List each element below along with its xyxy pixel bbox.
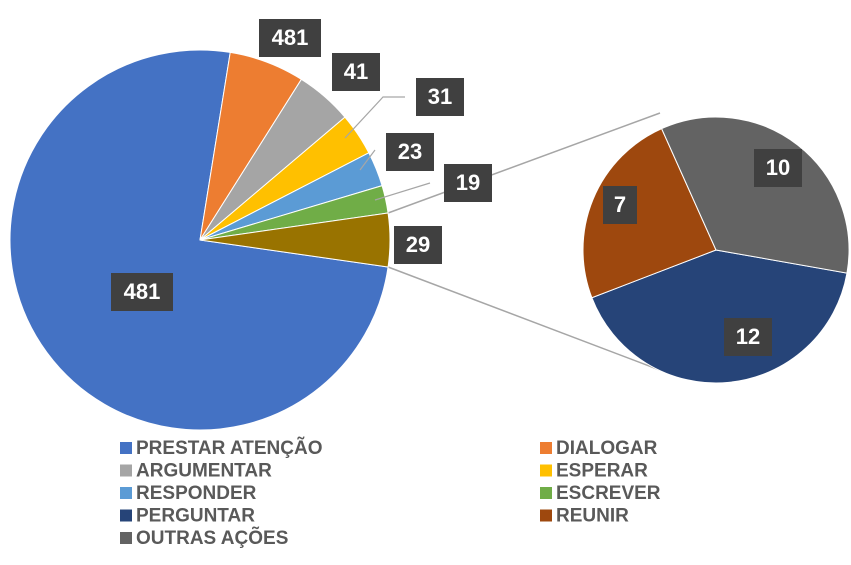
legend-marker <box>120 509 132 522</box>
legend-label: ESCREVER <box>556 483 661 504</box>
data-label: 31 <box>428 84 452 109</box>
data-label: 19 <box>456 170 480 195</box>
legend-marker <box>120 487 132 499</box>
legend-marker <box>540 442 552 454</box>
slice <box>582 127 717 299</box>
label-box <box>754 149 802 187</box>
legend-label: ESPERAR <box>556 461 648 482</box>
leader-line <box>359 149 376 171</box>
label-box <box>394 226 442 264</box>
legend-label: RESPONDER <box>136 483 257 504</box>
data-label: 12 <box>736 324 760 349</box>
label-box <box>332 53 380 91</box>
slice <box>199 212 391 268</box>
legend-label: REUNIR <box>556 506 629 527</box>
data-label: 481 <box>272 25 309 50</box>
legend-marker <box>540 464 552 477</box>
data-label: 23 <box>398 139 422 164</box>
data-label: 7 <box>614 192 626 217</box>
slice <box>660 116 850 274</box>
legend-marker <box>120 532 132 544</box>
legend-marker <box>540 487 552 499</box>
leader-line <box>374 182 431 201</box>
data-label: 29 <box>406 232 430 257</box>
label-box <box>111 273 173 311</box>
legend-marker <box>540 509 552 522</box>
slice <box>9 49 389 431</box>
legend-label: PRESTAR ATENÇÃO <box>136 437 322 459</box>
legend-marker <box>120 464 132 477</box>
label-box <box>603 186 637 224</box>
label-box <box>416 78 464 116</box>
label-box <box>444 164 492 202</box>
label-box <box>259 19 321 57</box>
connector <box>387 266 666 373</box>
legend-marker <box>120 442 132 454</box>
data-label: 481 <box>124 279 161 304</box>
legend-label: ARGUMENTAR <box>136 461 272 482</box>
label-box <box>386 133 434 171</box>
legend-label: OUTRAS AÇÕES <box>136 527 288 549</box>
label-box <box>724 318 772 356</box>
leader-line <box>344 96 405 139</box>
legend-label: PERGUNTAR <box>136 506 255 527</box>
data-label: 41 <box>344 59 368 84</box>
data-label: 10 <box>766 155 790 180</box>
legend-label: DIALOGAR <box>556 438 658 459</box>
connector <box>387 112 661 214</box>
slice <box>591 249 848 384</box>
